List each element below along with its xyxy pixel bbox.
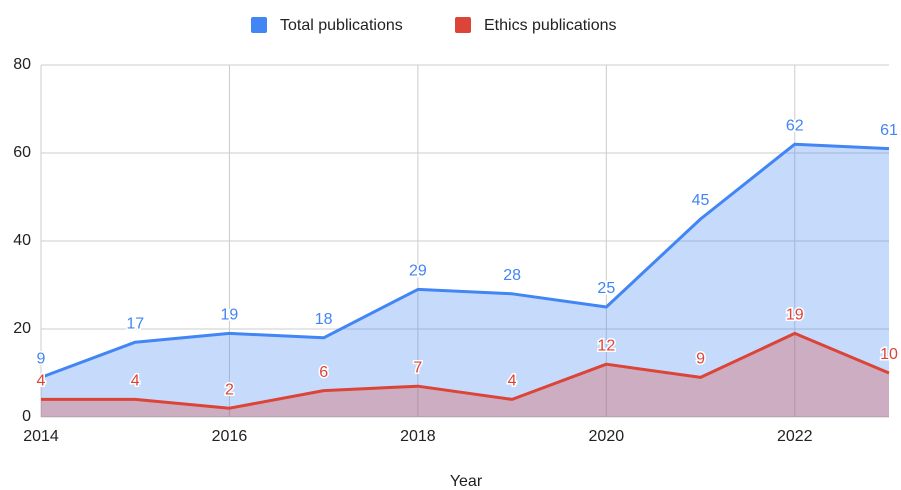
x-tick-label: 2016 [212, 428, 248, 445]
y-tick-label: 20 [13, 320, 31, 337]
x-tick-label: 2022 [777, 428, 813, 445]
data-label: 12 [597, 337, 615, 354]
legend-label: Ethics publications [484, 17, 617, 34]
y-tick-label: 40 [13, 232, 31, 249]
data-label: 4 [508, 373, 517, 390]
y-tick-label: 60 [13, 144, 31, 161]
data-label: 10 [880, 346, 898, 363]
data-label: 45 [692, 192, 710, 209]
y-tick-label: 0 [22, 408, 31, 425]
data-label: 7 [413, 359, 422, 376]
data-label: 25 [597, 280, 615, 297]
line [41, 331, 890, 410]
area [41, 144, 889, 417]
x-tick-label: 2020 [589, 428, 625, 445]
data-label: 19 [221, 307, 239, 324]
area [41, 333, 889, 417]
data-label: 19 [786, 307, 804, 324]
legend-swatch [455, 17, 471, 33]
data-label: 6 [319, 364, 328, 381]
data-label: 4 [131, 373, 140, 390]
x-tick-label: 2014 [23, 428, 59, 445]
line [40, 142, 890, 379]
data-label: 9 [37, 351, 46, 368]
x-axis-label: Year [450, 473, 483, 490]
data-label: 2 [225, 381, 234, 398]
data-label: 18 [315, 311, 333, 328]
legend-label: Total publications [280, 17, 403, 34]
x-tick-label: 2018 [400, 428, 436, 445]
data-label: 29 [409, 263, 427, 280]
data-label: 61 [880, 122, 898, 139]
data-label: 28 [503, 267, 521, 284]
data-label: 4 [37, 373, 46, 390]
data-label: 62 [786, 117, 804, 134]
legend-swatch [251, 17, 267, 33]
y-tick-label: 80 [13, 56, 31, 73]
data-label: 9 [696, 351, 705, 368]
data-label: 17 [126, 315, 144, 332]
